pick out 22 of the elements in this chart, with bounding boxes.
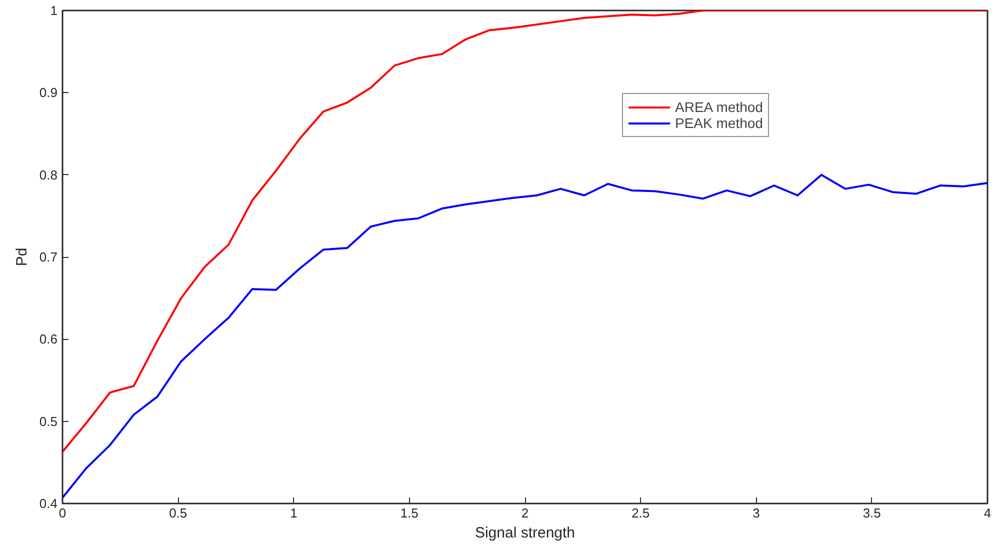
y-tick-label: 0.7	[39, 250, 58, 264]
x-tick-label: 0.5	[169, 506, 188, 520]
y-tick-label: 0.5	[39, 414, 58, 429]
y-tick-label: 0.8	[39, 167, 58, 182]
y-tick-label: 0.9	[39, 85, 58, 100]
x-tick-label: 1.5	[400, 506, 418, 520]
x-tick-label: 3	[752, 506, 760, 520]
y-tick-label: 0.6	[39, 332, 58, 347]
y-tick-label: 0.4	[39, 496, 58, 511]
y-tick-label: 1	[50, 3, 58, 18]
x-tick-label: 4	[984, 506, 992, 520]
x-axis-title: Signal strength	[474, 524, 576, 542]
legend-label: PEAK method	[675, 115, 763, 131]
x-tick-label: 0	[58, 506, 66, 520]
line-series	[62, 10, 988, 453]
x-tick-label: 2.5	[632, 506, 650, 520]
x-tick-label: 3.5	[862, 506, 881, 520]
x-tick-label: 1	[290, 506, 298, 520]
y-axis-title: Pd	[13, 248, 30, 266]
x-tick-label: 2	[521, 506, 529, 520]
legend-label: AREA method	[675, 99, 763, 115]
line-series	[62, 174, 988, 499]
